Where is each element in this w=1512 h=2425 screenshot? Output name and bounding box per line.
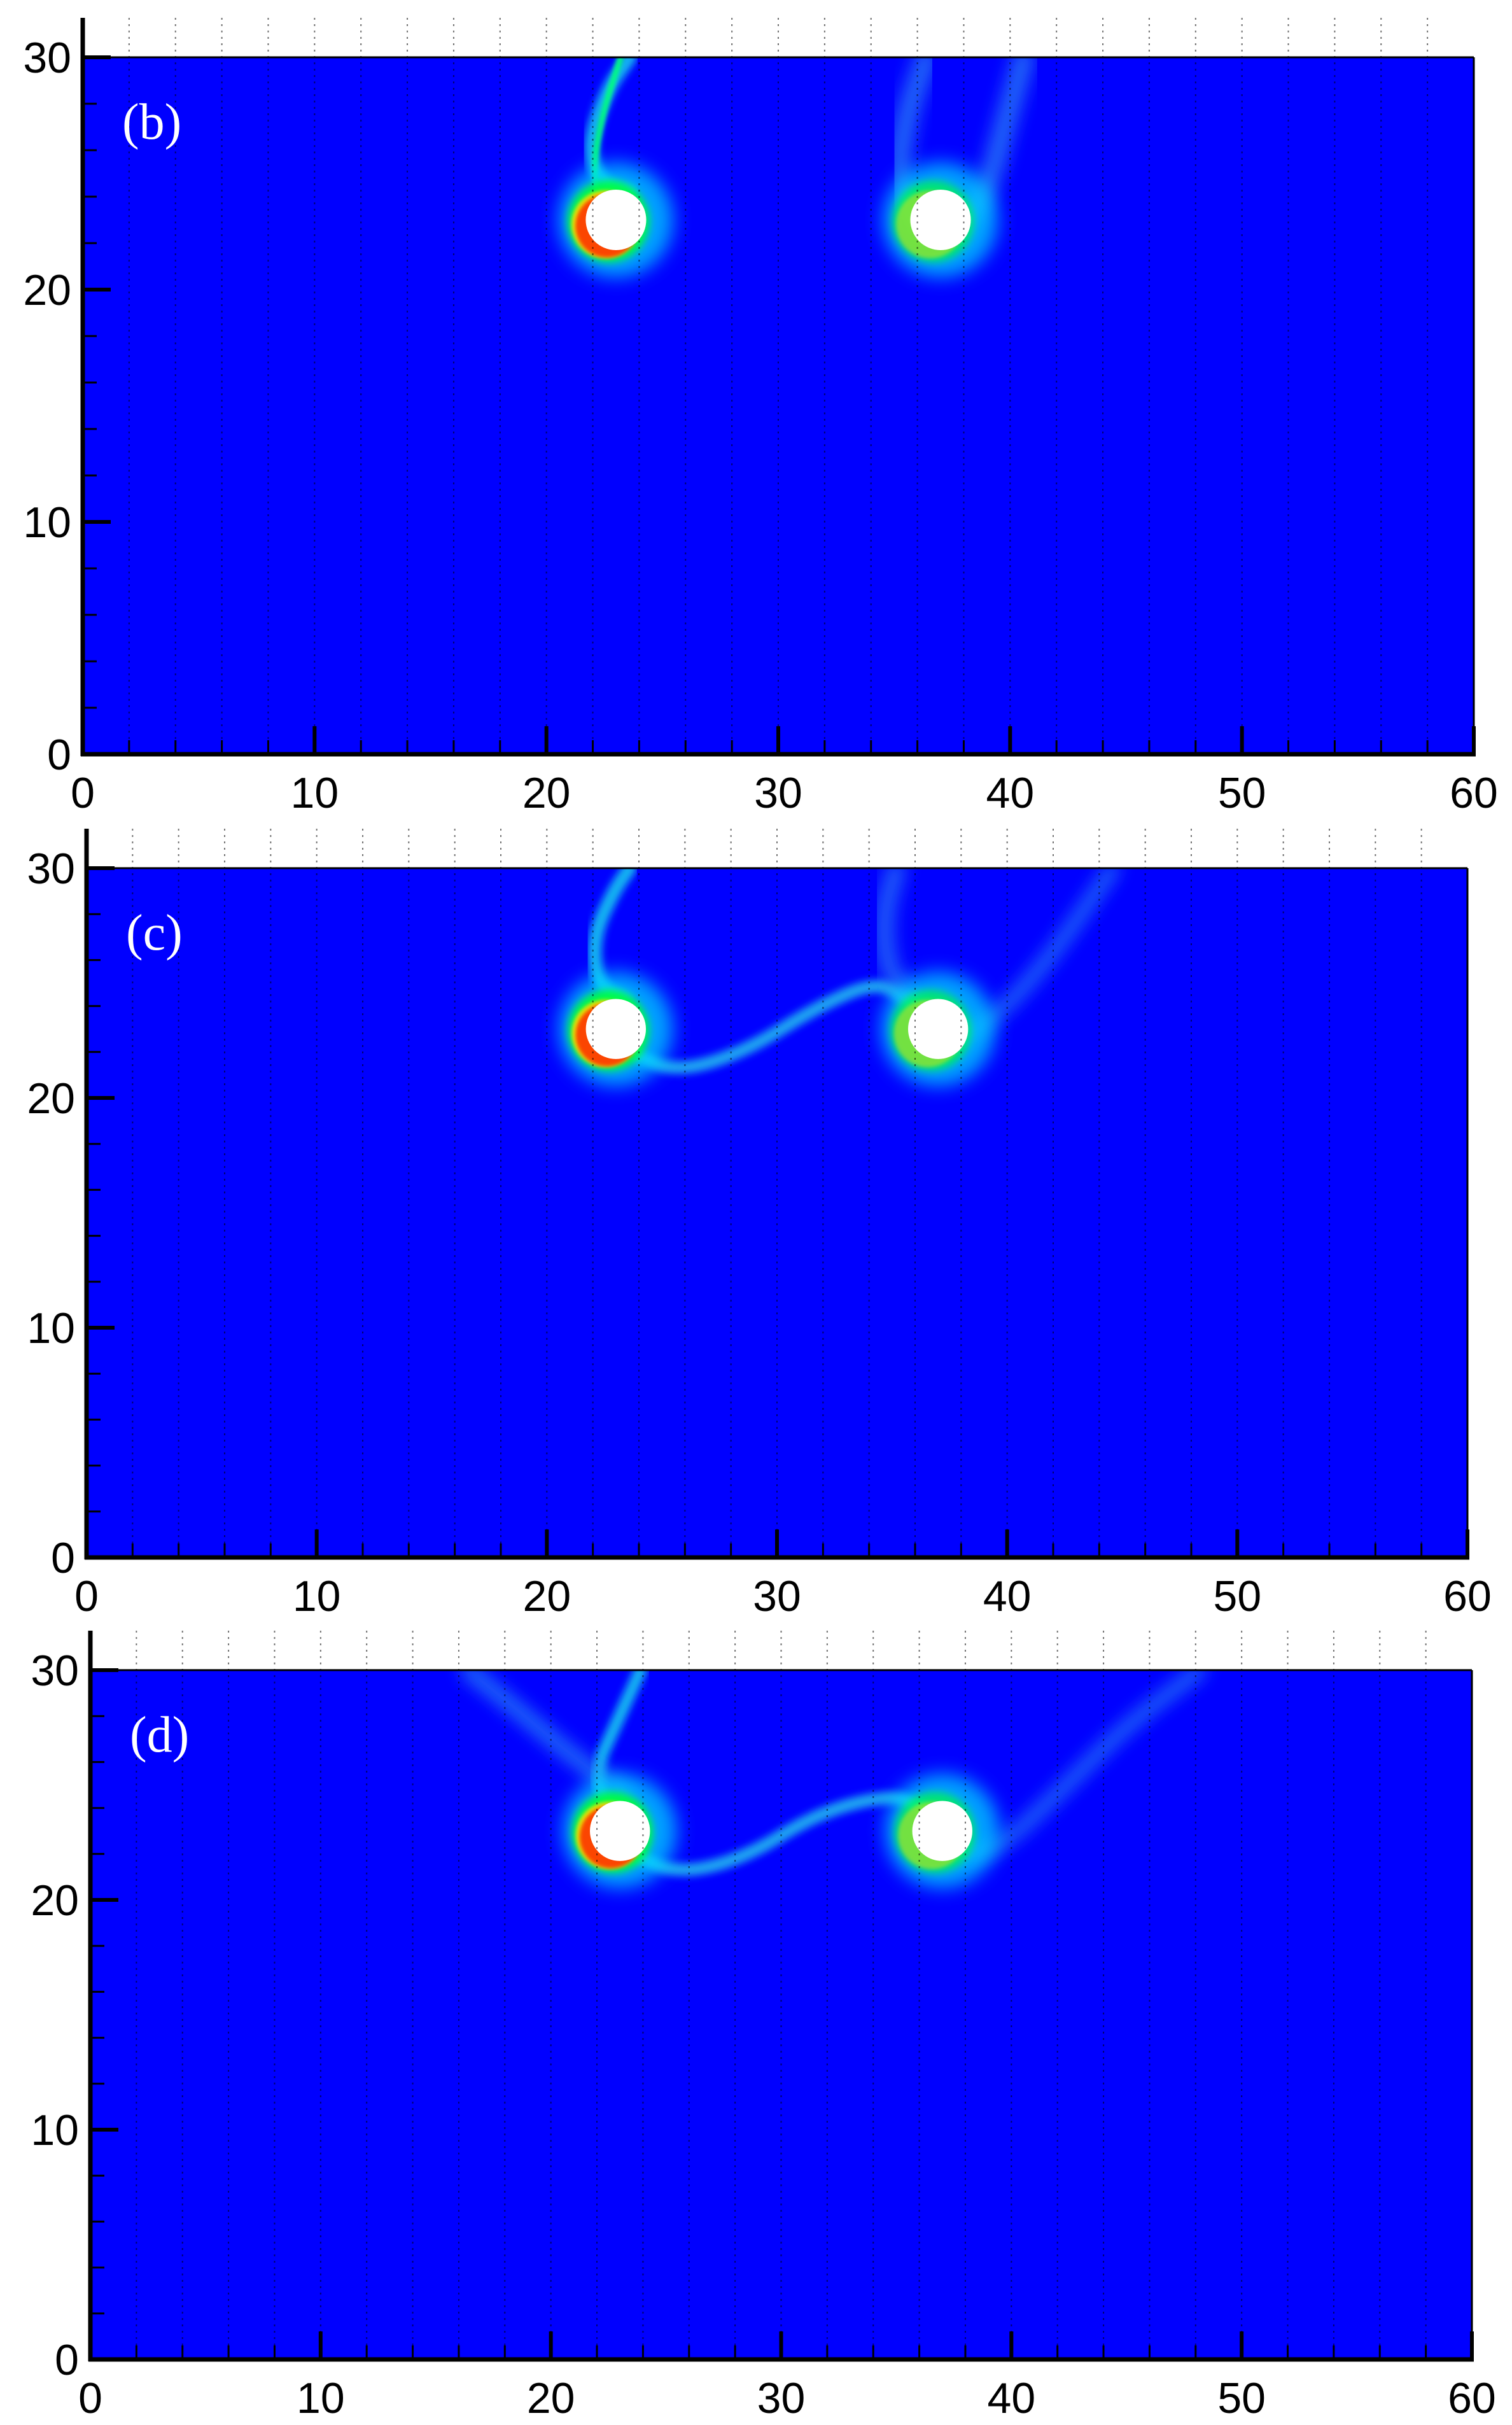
y-tick-label: 20 [31,1876,79,1925]
x-tick-label: 30 [754,769,802,817]
panel-label: (c) [126,905,183,961]
y-tick-label: 30 [23,34,71,82]
x-tick-label: 30 [757,2374,806,2422]
x-tick-label: 10 [297,2374,345,2422]
y-tick-label: 30 [27,845,75,893]
wake-layer [461,1670,1207,1888]
x-tick-label: 60 [1448,2374,1496,2422]
x-tick-label: 20 [527,2374,575,2422]
x-tick-label: 60 [1450,769,1498,817]
wake-layer [558,57,1034,278]
y-tick-label: 20 [23,266,71,314]
x-tick-label: 30 [753,1572,801,1620]
cylinder [912,1801,973,1861]
panel-label: (d) [130,1707,189,1763]
wake-layer [559,868,1119,1086]
cylinder [907,999,969,1059]
x-tick-label: 40 [986,769,1035,817]
x-tick-label: 10 [293,1572,341,1620]
y-tick-label: 0 [51,1534,75,1582]
contour-field [83,57,1474,754]
y-tick-label: 10 [27,1304,75,1353]
x-tick-label: 0 [78,2374,102,2422]
y-tick-label: 10 [23,498,71,547]
y-tick-label: 10 [31,2106,79,2154]
x-tick-label: 60 [1443,1572,1492,1620]
x-tick-label: 40 [988,2374,1036,2422]
x-tick-label: 0 [71,769,95,817]
panels: 0 10 20 30 40 50 60 0 10 20 30 (b) 0 10 20 30 40 50 60 0 10 2… [23,18,1498,2422]
panel-b: 0 10 20 30 40 50 60 0 10 20 30 (b) [23,18,1498,817]
x-tick-label: 0 [74,1572,99,1620]
x-tick-label: 20 [523,1572,571,1620]
cylinder [589,1801,650,1861]
x-tick-label: 50 [1214,1572,1262,1620]
y-tick-label: 20 [27,1074,75,1123]
x-tick-label: 50 [1218,769,1266,817]
x-tick-label: 10 [291,769,339,817]
cylinder [910,189,971,251]
x-tick-label: 50 [1217,2374,1266,2422]
y-tick-label: 0 [55,2336,79,2384]
cylinder [585,999,647,1059]
panel-d: 0 10 20 30 40 50 60 0 10 20 30 (d) [31,1631,1496,2422]
y-tick-label: 30 [31,1647,79,1695]
panel-c: 0 10 20 30 40 50 60 0 10 20 30 (c) [27,829,1492,1620]
x-tick-label: 20 [522,769,571,817]
y-tick-label: 0 [47,731,71,779]
cylinder [585,189,647,251]
panel-label: (b) [122,94,181,150]
x-tick-label: 40 [983,1572,1032,1620]
